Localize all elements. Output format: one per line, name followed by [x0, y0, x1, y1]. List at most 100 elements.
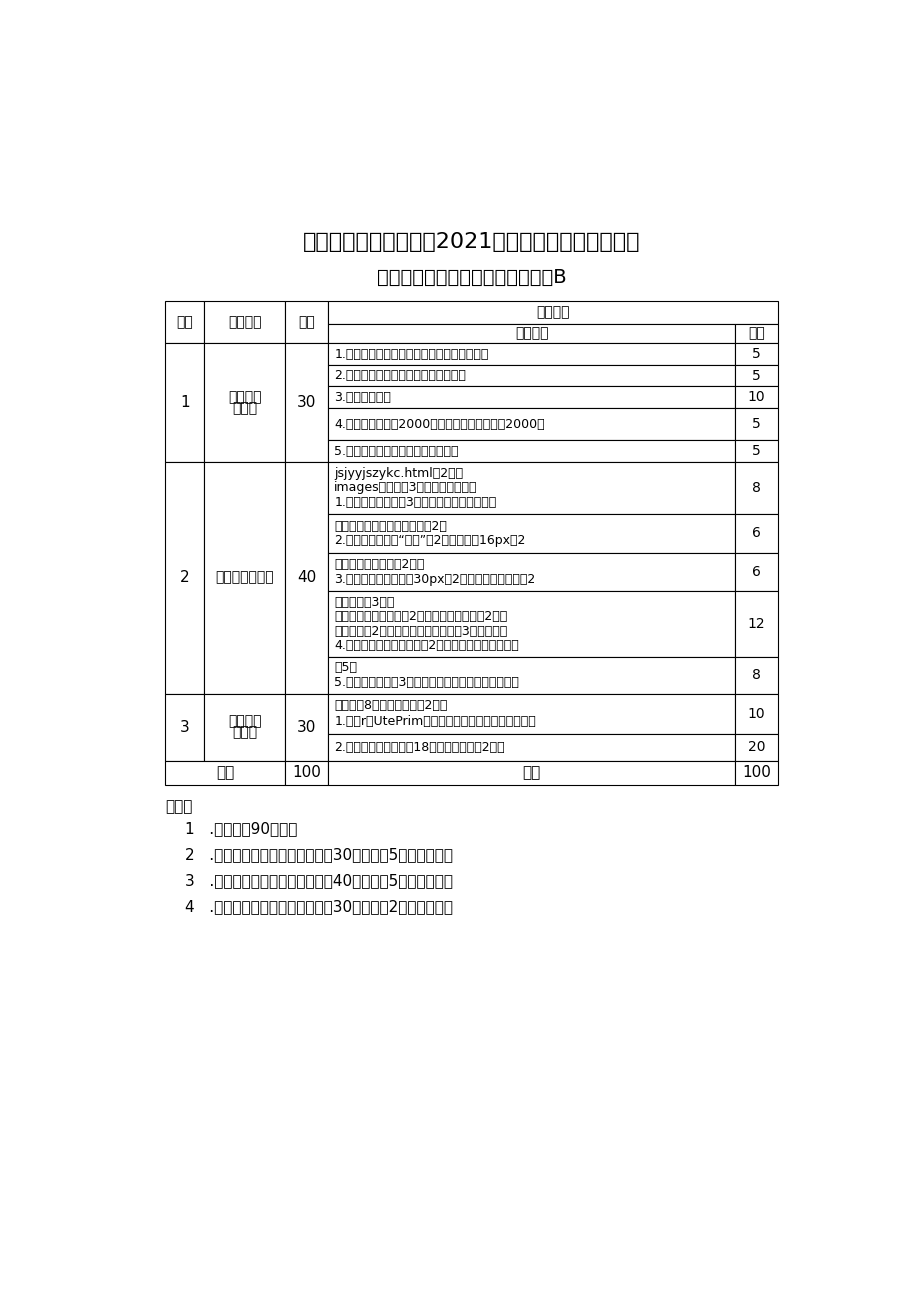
- FancyBboxPatch shape: [328, 734, 734, 761]
- FancyBboxPatch shape: [328, 761, 734, 786]
- FancyBboxPatch shape: [204, 693, 285, 761]
- FancyBboxPatch shape: [734, 553, 777, 591]
- FancyBboxPatch shape: [328, 693, 734, 734]
- Text: 5.计算职工工资表中应领工资的值；: 5.计算职工工资表中应领工资的值；: [334, 445, 459, 458]
- Text: 赋分: 赋分: [747, 327, 764, 341]
- FancyBboxPatch shape: [734, 657, 777, 693]
- Text: 1.站点文件建立准确3分，站点内全部图像放在: 1.站点文件建立准确3分，站点内全部图像放在: [334, 496, 496, 509]
- FancyBboxPatch shape: [328, 462, 734, 514]
- FancyBboxPatch shape: [165, 462, 204, 693]
- FancyBboxPatch shape: [328, 386, 734, 409]
- Text: 赋分: 赋分: [298, 315, 315, 329]
- Text: 3.设置页面标题字号为30px得2分，标题设置居中得2: 3.设置页面标题字号为30px得2分，标题设置居中得2: [334, 572, 535, 585]
- Text: 网络组建: 网络组建: [228, 714, 261, 729]
- FancyBboxPatch shape: [285, 301, 328, 343]
- Text: 2.线序正确，测试正确18分，正确贴标签2分。: 2.线序正确，测试正确18分，正确贴标签2分。: [334, 740, 505, 753]
- Text: jsjyyjszykc.html得2分。: jsjyyjszykc.html得2分。: [334, 467, 463, 480]
- Text: 得5分: 得5分: [334, 661, 357, 674]
- Text: 5: 5: [751, 444, 760, 458]
- Text: 数据库: 数据库: [232, 401, 257, 415]
- Text: 网页设计与制作: 网页设计与制作: [215, 571, 274, 584]
- Text: 1   .考试时间90分钟；: 1 .考试时间90分钟；: [185, 821, 297, 835]
- FancyBboxPatch shape: [285, 693, 328, 761]
- FancyBboxPatch shape: [734, 514, 777, 553]
- Text: 5: 5: [751, 418, 760, 431]
- Text: 分，设置页面背景颜色正确得2分: 分，设置页面背景颜色正确得2分: [334, 519, 447, 532]
- Text: 设置正确得3分。: 设置正确得3分。: [334, 596, 394, 609]
- Text: 辽宁生态工程职业学院2021年中职起点单独招生考试: 辽宁生态工程职业学院2021年中职起点单独招生考试: [302, 233, 640, 252]
- FancyBboxPatch shape: [734, 343, 777, 364]
- Text: 10: 10: [746, 706, 765, 721]
- FancyBboxPatch shape: [204, 301, 285, 343]
- Text: 3: 3: [180, 719, 189, 735]
- Text: 8: 8: [751, 481, 760, 494]
- Text: 3.正确录入记录: 3.正确录入记录: [334, 390, 391, 403]
- Text: 2.设置页面字体为“宋体”得2分，字号为16px得2: 2.设置页面字体为“宋体”得2分，字号为16px得2: [334, 535, 525, 548]
- FancyBboxPatch shape: [734, 734, 777, 761]
- FancyBboxPatch shape: [734, 440, 777, 462]
- Text: 2: 2: [180, 570, 189, 585]
- FancyBboxPatch shape: [165, 761, 285, 786]
- FancyBboxPatch shape: [328, 657, 734, 693]
- FancyBboxPatch shape: [328, 440, 734, 462]
- Text: 6: 6: [751, 565, 760, 579]
- FancyBboxPatch shape: [204, 343, 285, 462]
- FancyBboxPatch shape: [328, 553, 734, 591]
- FancyBboxPatch shape: [328, 364, 734, 386]
- FancyBboxPatch shape: [734, 409, 777, 440]
- Text: 100: 100: [741, 765, 770, 781]
- Text: 4.将基本工资不足2000的员工的基本工资改为2000元: 4.将基本工资不足2000的员工的基本工资改为2000元: [334, 418, 544, 431]
- Text: 合计: 合计: [216, 765, 234, 781]
- Text: 分，字体颜色正确得2分。: 分，字体颜色正确得2分。: [334, 558, 425, 571]
- FancyBboxPatch shape: [285, 761, 328, 786]
- Text: 评分标准: 评分标准: [536, 306, 569, 320]
- Text: 6: 6: [751, 527, 760, 540]
- FancyBboxPatch shape: [165, 343, 204, 462]
- Text: 10: 10: [746, 390, 765, 405]
- FancyBboxPatch shape: [328, 324, 734, 343]
- FancyBboxPatch shape: [285, 343, 328, 462]
- Text: 20: 20: [747, 740, 765, 755]
- Text: 4   .计算机网络组建专业技能总分30分，包含2个操作任务。: 4 .计算机网络组建专业技能总分30分，包含2个操作任务。: [185, 899, 452, 915]
- FancyBboxPatch shape: [734, 761, 777, 786]
- Text: 2.建立表文件，命令正确，结构正确；: 2.建立表文件，命令正确，结构正确；: [334, 369, 466, 382]
- Text: 3   .网页设计与制作专业技能总分40分，包含5个操作任务；: 3 .网页设计与制作专业技能总分40分，包含5个操作任务；: [185, 873, 452, 889]
- Text: 任务内容: 任务内容: [228, 315, 261, 329]
- FancyBboxPatch shape: [734, 386, 777, 409]
- Text: 路由表得8分，保存正确得2分。: 路由表得8分，保存正确得2分。: [334, 700, 448, 713]
- FancyBboxPatch shape: [734, 364, 777, 386]
- Text: 应用技术: 应用技术: [228, 390, 261, 405]
- Text: 40: 40: [297, 570, 316, 585]
- Text: images文件夹中3分，网页文件名为: images文件夹中3分，网页文件名为: [334, 481, 477, 494]
- FancyBboxPatch shape: [734, 462, 777, 514]
- Text: 1: 1: [180, 396, 189, 410]
- Text: 说明：: 说明：: [165, 799, 193, 814]
- Text: 5: 5: [751, 368, 760, 382]
- FancyBboxPatch shape: [165, 693, 204, 761]
- Text: 序号: 序号: [176, 315, 193, 329]
- FancyBboxPatch shape: [734, 324, 777, 343]
- Text: 计算机应用技术专业技能评分标准B: 计算机应用技术专业技能评分标准B: [376, 268, 566, 288]
- Text: 1.在指定位置建立自己的文件夹，命名正确。: 1.在指定位置建立自己的文件夹，命名正确。: [334, 347, 488, 360]
- Text: 分段正确得2分，设置段落标题正确得3分，设置段: 分段正确得2分，设置段落标题正确得3分，设置段: [334, 624, 507, 637]
- Text: 30: 30: [297, 719, 316, 735]
- Text: 30: 30: [297, 396, 316, 410]
- Text: 落标题字体颜色正确得2分。文字前首行缩进2字符: 落标题字体颜色正确得2分。文字前首行缩进2字符: [334, 610, 507, 623]
- Text: 1.使用r。UtePrim命令查看本机的路由表，正确显示: 1.使用r。UtePrim命令查看本机的路由表，正确显示: [334, 714, 536, 727]
- FancyBboxPatch shape: [328, 514, 734, 553]
- FancyBboxPatch shape: [328, 409, 734, 440]
- Text: 8: 8: [751, 669, 760, 682]
- Text: 100: 100: [292, 765, 321, 781]
- FancyBboxPatch shape: [328, 343, 734, 364]
- FancyBboxPatch shape: [734, 591, 777, 657]
- Text: 得分: 得分: [522, 765, 540, 781]
- FancyBboxPatch shape: [734, 693, 777, 734]
- Text: 5.插入图片准确得3分，图片设置位置效果与样图一致: 5.插入图片准确得3分，图片设置位置效果与样图一致: [334, 675, 518, 688]
- Text: 2   .数据库应用技术专业技能总分30分，包含5个操作任务；: 2 .数据库应用技术专业技能总分30分，包含5个操作任务；: [185, 847, 452, 863]
- FancyBboxPatch shape: [328, 301, 777, 324]
- FancyBboxPatch shape: [285, 462, 328, 693]
- Text: 计算机: 计算机: [232, 726, 257, 739]
- FancyBboxPatch shape: [328, 591, 734, 657]
- Text: 12: 12: [746, 617, 765, 631]
- Text: 5: 5: [751, 347, 760, 360]
